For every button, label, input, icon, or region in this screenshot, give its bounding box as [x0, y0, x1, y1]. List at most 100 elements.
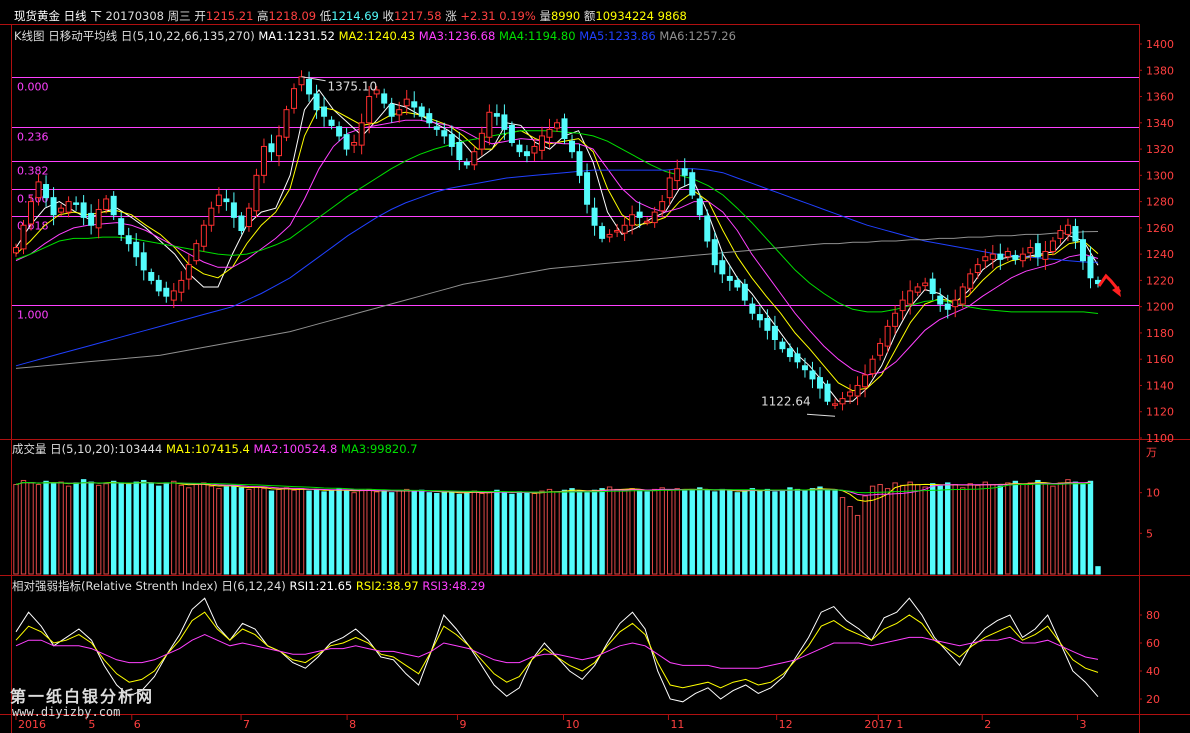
volume-bar: [945, 482, 951, 575]
volume-bars: [13, 479, 1101, 575]
candle-up: [1064, 224, 1071, 235]
candle-up: [1027, 247, 1034, 254]
volume-bar: [1042, 483, 1049, 575]
volume-bar: [1095, 566, 1101, 575]
candle-down: [493, 113, 500, 117]
volume-bar: [261, 488, 267, 575]
volume-bar: [1050, 485, 1056, 575]
volume-tick-label: 5: [1146, 527, 1153, 540]
candle-up: [193, 243, 200, 262]
candle-down: [433, 126, 440, 130]
low-label: 低: [319, 9, 332, 23]
candle-down: [80, 202, 87, 218]
change-percent: 0.19%: [499, 9, 536, 23]
fib-level-label: 1.000: [17, 309, 49, 322]
volume-bar: [118, 482, 124, 575]
candle-down: [749, 303, 756, 314]
volume-bar: [381, 489, 387, 575]
volume-bar: [674, 488, 680, 575]
trend-arrow-icon: [1097, 273, 1122, 297]
volume-bar: [854, 514, 861, 575]
high-label: 高: [257, 9, 269, 23]
candle-down: [501, 114, 508, 130]
volume-unit-label: 万: [1146, 446, 1157, 459]
volume-bar: [283, 487, 290, 575]
volume-bar: [839, 497, 846, 575]
rsi-line-rsi3: [15, 634, 1099, 669]
volume-value: 8990: [550, 9, 581, 23]
candle-down: [1079, 239, 1086, 262]
volume-bar: [764, 488, 771, 575]
candle-down: [163, 287, 170, 297]
candle-up: [103, 198, 110, 210]
candle-up: [185, 264, 192, 280]
volume-bar: [479, 492, 485, 575]
price-tick-label: 1180: [1146, 327, 1174, 340]
candle-up: [847, 391, 854, 397]
moving-average-lines: [15, 89, 1099, 402]
ma5-legend: MA5:1233.86: [579, 29, 656, 43]
time-tick-label: 3: [1079, 718, 1086, 731]
time-tick-label: 5: [88, 718, 95, 731]
volume-bar: [171, 480, 177, 575]
time-tick-label: 8: [349, 718, 356, 731]
candle-down: [133, 241, 140, 258]
candle-down: [140, 252, 147, 271]
volume-bar: [576, 490, 583, 575]
candle-down: [824, 383, 831, 402]
price-tick-label: 1380: [1146, 64, 1174, 77]
candle-down: [681, 168, 688, 176]
volume-bar: [524, 492, 530, 575]
volume-bar: [396, 490, 402, 575]
low-pointer: [806, 413, 836, 417]
candle-up: [58, 207, 65, 213]
high-value: 1218.09: [268, 9, 317, 23]
price-tick-label: 1200: [1146, 301, 1174, 314]
candle-up: [914, 286, 921, 293]
change-label: 涨: [445, 9, 457, 23]
volume-bar: [712, 491, 718, 575]
candle-down: [1072, 226, 1079, 242]
ma-line-ma1: [15, 89, 1099, 402]
candle-down: [88, 212, 95, 226]
ma-line-ma4: [15, 130, 1099, 314]
volume-bar: [1087, 480, 1094, 575]
price-tick-label: 1300: [1146, 169, 1174, 182]
price-tick-label: 1280: [1146, 196, 1174, 209]
volume-legend: 成交量 日(5,10,20):103444 MA1:107415.4 MA2:1…: [12, 441, 418, 457]
volume-ma-lines: [15, 481, 1091, 502]
price-tick-label: 1320: [1146, 143, 1174, 156]
volume-bar: [1035, 479, 1041, 575]
candle-down: [771, 325, 778, 341]
time-tick-label: 7: [243, 718, 250, 731]
candle-down: [463, 161, 470, 166]
extra-value: 9868: [657, 9, 687, 23]
volume-bar: [73, 482, 79, 575]
candle-down: [734, 279, 741, 288]
close-label: 收: [382, 9, 394, 23]
candle-up: [832, 403, 839, 406]
volume-bar: [1057, 482, 1064, 575]
volume-bar: [554, 491, 560, 575]
candle-up: [967, 273, 974, 289]
candle-down: [764, 317, 771, 331]
candle-down: [328, 119, 335, 126]
volume-bar: [336, 488, 342, 575]
candle-up: [245, 207, 252, 228]
volume-bar: [952, 484, 958, 575]
volume-bar: [411, 491, 417, 575]
price-tick-label: 1400: [1146, 38, 1174, 51]
candle-down: [1087, 256, 1094, 279]
volume-bar: [50, 483, 57, 575]
volume-bar: [1020, 484, 1026, 575]
ma-line-ma5: [15, 168, 1099, 367]
candle-down: [561, 118, 568, 140]
candle-down: [997, 253, 1004, 260]
volume-bar: [35, 484, 42, 575]
volume-bar: [486, 491, 493, 575]
candle-down: [696, 198, 703, 216]
volume-bar: [975, 484, 981, 575]
volume-bar: [268, 490, 275, 575]
volume-bar: [787, 487, 793, 575]
